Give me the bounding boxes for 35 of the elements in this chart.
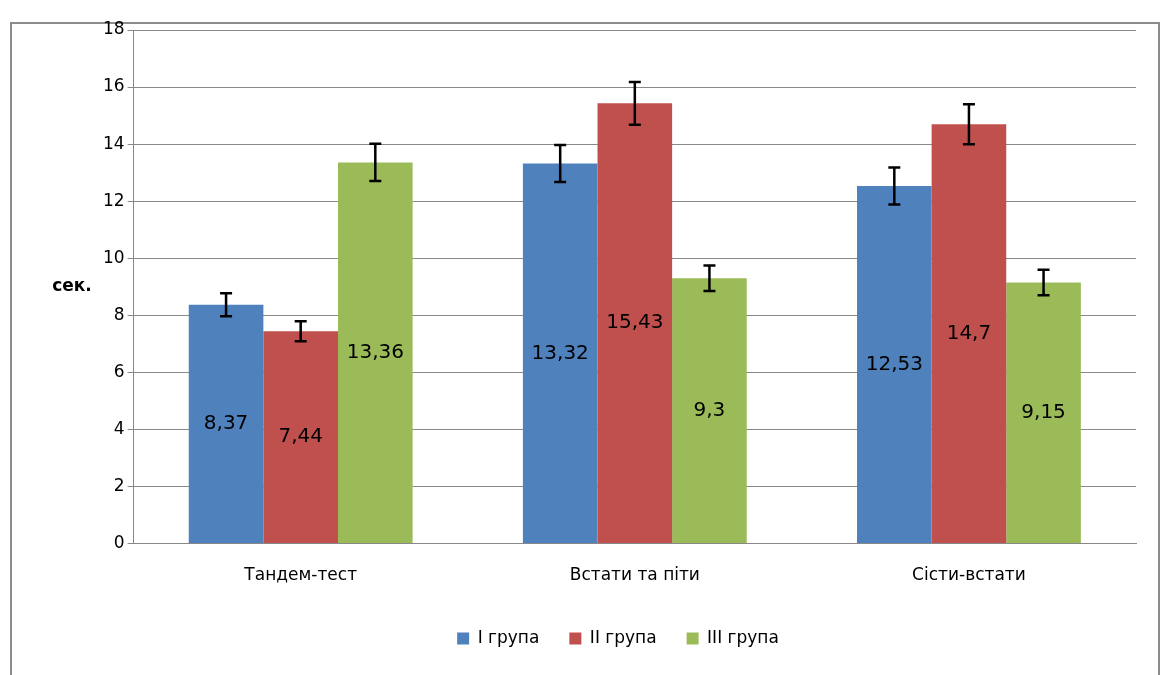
data-label: 15,43 [606,309,664,334]
y-tick-label: 10 [102,246,125,267]
bar [522,163,598,544]
bar [188,304,264,544]
bar [857,186,932,544]
y-axis-title: сек. [52,275,92,296]
legend-label: І група [477,626,540,647]
bar [672,278,747,544]
x-tick-label: Сісти-встати [912,564,1026,585]
data-label: 7,44 [278,423,323,448]
legend-label: ІІІ група [707,626,779,647]
x-tick-label: Встати та піти [569,564,700,585]
bar [263,331,338,544]
bar [338,162,413,544]
data-label: 9,15 [1021,399,1066,424]
y-tick-label: 18 [102,18,125,39]
data-label: 9,3 [693,396,726,421]
data-label: 13,32 [531,339,589,364]
y-tick-label: 4 [113,417,125,438]
data-label: 13,36 [346,338,404,363]
bar [931,124,1007,544]
y-tick-label: 8 [113,303,125,324]
data-label: 14,7 [946,319,992,344]
y-tick-label: 0 [113,532,125,553]
data-label: 12,53 [865,350,923,375]
y-tick-label: 12 [102,189,125,210]
y-tick-label: 16 [102,75,125,96]
y-tick-label: 14 [102,132,125,153]
y-tick-label: 2 [113,474,125,495]
bar [597,103,673,544]
bar [1006,282,1081,544]
x-tick-label: Тандем-тест [243,564,358,585]
legend-label: ІІ група [589,626,657,647]
y-tick-label: 6 [113,360,125,381]
data-label: 8,37 [203,410,249,435]
